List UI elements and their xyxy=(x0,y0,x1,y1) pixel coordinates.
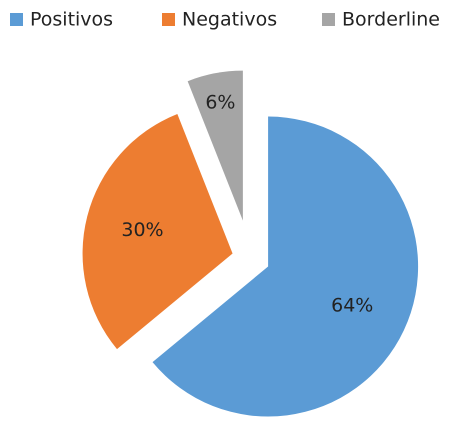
legend-swatch xyxy=(322,13,335,26)
legend-label: Negativos xyxy=(182,9,277,31)
pie-slice xyxy=(82,114,233,350)
pie-slice xyxy=(152,116,419,417)
legend-swatch xyxy=(162,13,175,26)
legend-label: Borderline xyxy=(342,9,440,31)
data-label: 64% xyxy=(331,295,373,317)
data-label: 30% xyxy=(121,219,163,241)
pie-slice xyxy=(187,70,243,221)
data-label: 6% xyxy=(205,91,235,113)
legend-label: Positivos xyxy=(30,9,113,31)
legend-swatch xyxy=(10,13,23,26)
